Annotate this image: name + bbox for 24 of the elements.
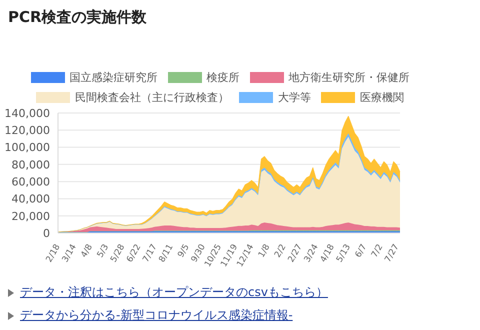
x-tick-label: 7/2	[370, 242, 386, 260]
y-tick-label: 0	[43, 226, 50, 240]
y-tick-label: 60,000	[12, 175, 50, 188]
text: データ・注釈はこちら（オープンデータのcsvもこちら）	[20, 284, 328, 301]
legend-label: 民間検査会社（主に行政検査）	[75, 90, 229, 105]
y-tick-label: 80,000	[12, 158, 50, 172]
x-tick-label: 6/7	[354, 242, 370, 260]
legend-label: 大学等	[278, 90, 311, 105]
legend-label: 地方衛生研究所・保健所	[288, 70, 410, 85]
chart-title: PCR検査の実施件数	[8, 8, 147, 27]
y-tick-label: 140,000	[4, 106, 50, 120]
x-tick-label: 1/8	[256, 242, 272, 260]
x-tick-label: 9/5	[176, 242, 192, 260]
y-tick-label: 40,000	[12, 192, 50, 206]
x-tick-label: 5/3	[96, 242, 112, 260]
legend-label: 検疫所	[206, 70, 240, 85]
x-tick-label: 2/2	[272, 242, 288, 260]
y-tick-label: 20,000	[12, 210, 50, 223]
legend-label: 国立感染症研究所	[70, 70, 158, 85]
text: データから分かる-新型コロナウイルス感染症情報-	[20, 307, 293, 324]
x-tick-label: 4/8	[79, 242, 95, 260]
legend-label: 医療機関	[360, 90, 404, 105]
y-tick-label: 100,000	[4, 141, 50, 154]
y-tick-label: 120,000	[4, 124, 50, 138]
